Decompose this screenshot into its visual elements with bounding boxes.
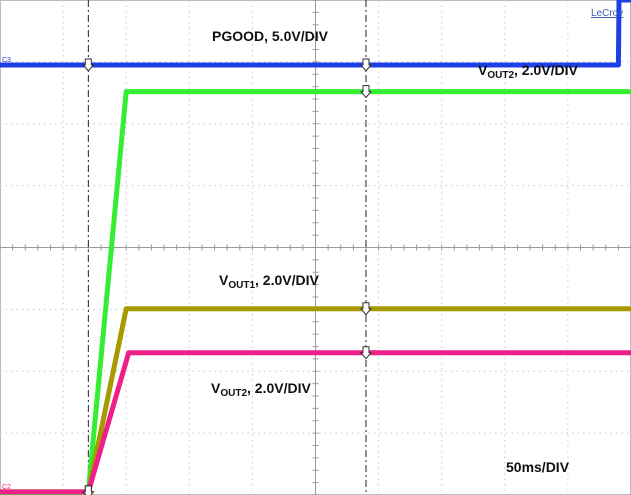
label-vout1: VOUT1, 2.0V/DIV: [219, 272, 319, 291]
label-vout2-top-sub: OUT2: [487, 70, 514, 81]
channel-marker: C3: [2, 57, 11, 64]
label-vout2-top-suffix: , 2.0V/DIV: [514, 62, 578, 78]
label-vout2-top-prefix: V: [478, 62, 487, 78]
cursor-marker: [361, 303, 371, 315]
label-pgood: PGOOD, 5.0V/DIV: [212, 28, 328, 44]
cursor-marker: [361, 347, 371, 359]
label-vout2-top: VOUT2, 2.0V/DIV: [478, 62, 578, 81]
watermark-logo: LeCroy: [591, 8, 623, 19]
label-vout1-prefix: V: [219, 272, 228, 288]
label-vout1-suffix: , 2.0V/DIV: [255, 272, 319, 288]
cursor-marker: [83, 59, 93, 71]
label-vout2-bottom: VOUT2, 2.0V/DIV: [211, 380, 311, 399]
channel-marker: C2: [2, 484, 11, 491]
label-vout1-sub: OUT1: [228, 280, 255, 291]
label-vout2-bottom-suffix: , 2.0V/DIV: [247, 380, 311, 396]
cursor-marker: [361, 86, 371, 98]
cursor-marker: [361, 59, 371, 71]
label-vout2-bottom-sub: OUT2: [220, 388, 247, 399]
cursor-marker: [83, 486, 93, 495]
label-timebase: 50ms/DIV: [506, 459, 569, 475]
label-vout2-bottom-prefix: V: [211, 380, 220, 396]
